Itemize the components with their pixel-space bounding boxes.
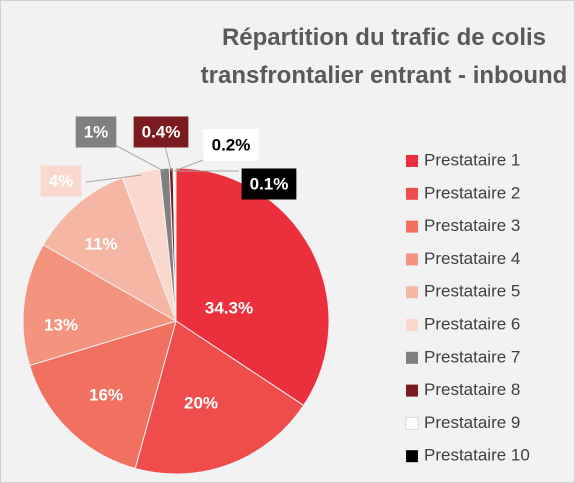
leader-line: [110, 142, 165, 172]
data-label-box: [75, 116, 117, 148]
legend-swatch: [406, 450, 418, 463]
legend-swatch: [406, 351, 418, 364]
legend-label: Prestataire 8: [424, 380, 520, 399]
leader-line: [164, 145, 172, 172]
legend-swatch: [406, 253, 418, 266]
data-label-box: [241, 168, 297, 200]
data-label-box: [76, 228, 126, 260]
data-label: 11%: [84, 234, 117, 253]
legend-label: Prestataire 10: [424, 446, 530, 465]
legend-label: Prestataire 3: [424, 216, 520, 235]
legend-swatch: [406, 319, 418, 331]
leader-line: [173, 158, 207, 172]
pie-slice: [174, 167, 177, 322]
data-label-box: [35, 309, 87, 341]
data-label-box: [196, 292, 262, 324]
legend-label: Prestataire 9: [424, 413, 520, 432]
data-label-box: [40, 165, 82, 197]
data-label: 4%: [49, 171, 74, 190]
data-label: 0.2%: [212, 135, 251, 154]
data-label: 16%: [89, 385, 123, 404]
data-label-box: [203, 128, 259, 161]
legend-label: Prestataire 2: [424, 183, 520, 202]
data-label: 13%: [44, 315, 78, 334]
data-label-box: [80, 379, 132, 411]
data-label: 0.4%: [142, 122, 181, 141]
legend-label: Prestataire 5: [424, 282, 520, 301]
data-label-box: [133, 116, 189, 148]
data-label: 1%: [84, 122, 109, 141]
legend-label: Prestataire 6: [424, 314, 520, 333]
data-label: 34.3%: [205, 298, 253, 317]
data-label: 20%: [184, 393, 218, 412]
legend-swatch: [405, 416, 419, 430]
legend-label: Prestataire 7: [424, 347, 520, 366]
legend-swatch: [406, 187, 418, 200]
legend-label: Prestataire 4: [424, 249, 520, 268]
legend-swatch: [406, 286, 418, 299]
legend-swatch: [406, 155, 418, 167]
data-label-box: [175, 387, 227, 419]
data-label: 0.1%: [250, 174, 289, 193]
legend-swatch: [406, 384, 418, 397]
legend-label: Prestataire 1: [424, 150, 520, 169]
legend-swatch: [406, 220, 418, 233]
leader-line: [85, 174, 142, 183]
chart-title: Répartition du trafic de colis transfron…: [200, 24, 568, 89]
